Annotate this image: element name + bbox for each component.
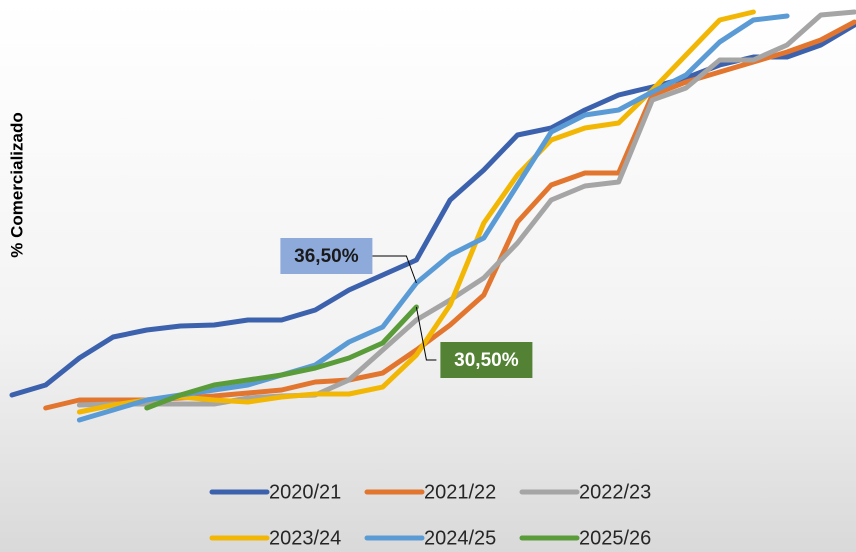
legend-label: 2022/23 xyxy=(579,481,651,503)
legend-label: 2020/21 xyxy=(269,481,341,503)
legend-label: 2023/24 xyxy=(269,527,341,549)
page: {"chart_data":{"type":"line","y_label":"… xyxy=(0,0,856,552)
value-label: 36,50% xyxy=(294,246,359,267)
legend-label: 2021/22 xyxy=(424,481,496,503)
legend-label: 2025/26 xyxy=(579,527,651,549)
y-axis-label: % Comercializado xyxy=(7,112,26,258)
chart: % Comercializado 36,50% 30,50% 2020/21 2021… xyxy=(0,0,856,552)
value-label: 30,50% xyxy=(454,350,519,371)
legend-label: 2024/25 xyxy=(424,527,496,549)
